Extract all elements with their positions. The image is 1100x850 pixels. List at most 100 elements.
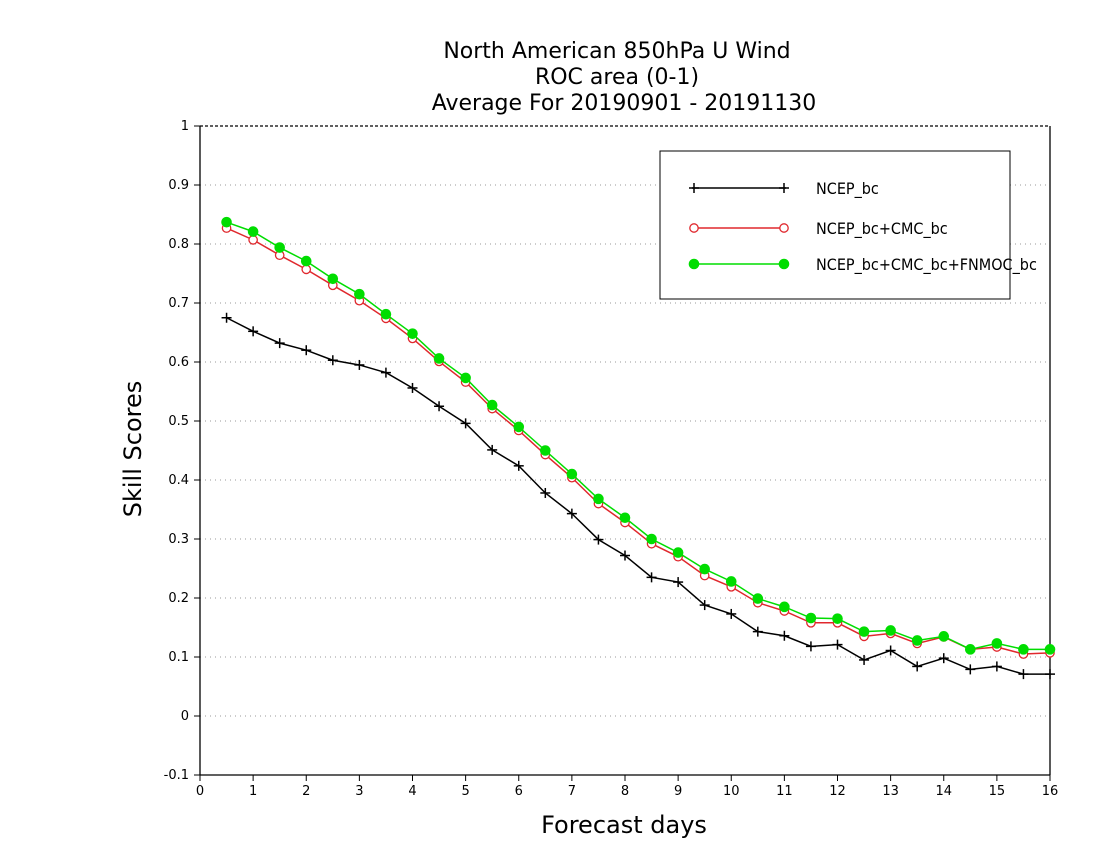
y-tick-label: -0.1 <box>164 768 189 783</box>
legend-box <box>659 150 1011 300</box>
chart-title-line-3: Average For 20190901 - 20191130 <box>432 91 817 116</box>
data-point-filled-circle <box>513 421 525 433</box>
data-point-filled-circle <box>566 468 578 480</box>
data-point-filled-circle <box>779 601 790 613</box>
legend-entry-3: NCEP_bc+CMC_bc+FNMOC_bc <box>688 255 1037 275</box>
data-point-filled-circle <box>274 242 285 253</box>
data-point-filled-circle <box>688 258 700 270</box>
data-point-plus <box>1018 669 1029 680</box>
legend-label: NCEP_bc+CMC_bc+FNMOC_bc <box>816 255 1037 275</box>
data-point-plus <box>566 508 577 519</box>
data-point-plus <box>513 460 524 471</box>
series-1 <box>221 312 1055 680</box>
series-layer <box>221 216 1056 680</box>
legend-label: NCEP_bc+CMC_bc <box>816 219 948 239</box>
legend-entry-2: NCEP_bc+CMC_bc <box>689 219 948 239</box>
chart-title-line-1: North American 850hPa U Wind <box>443 39 790 64</box>
y-tick-label: 0.9 <box>168 178 189 193</box>
x-tick-label: 8 <box>621 784 629 799</box>
data-point-filled-circle <box>540 445 551 456</box>
y-tick-label: 0 <box>181 709 189 724</box>
data-point-filled-circle <box>433 353 445 364</box>
data-point-filled-circle <box>247 226 259 237</box>
x-tick-label: 5 <box>461 784 469 799</box>
grid-lines <box>200 184 1050 717</box>
data-point-filled-circle <box>221 216 232 228</box>
data-point-open-circle <box>301 264 312 275</box>
data-point-plus <box>646 572 657 583</box>
data-point-filled-circle <box>327 273 339 285</box>
series-line <box>226 317 1050 675</box>
data-point-filled-circle <box>672 547 684 558</box>
y-tick-label: 0.4 <box>168 473 189 488</box>
data-point-plus <box>327 355 338 366</box>
data-point-filled-circle <box>486 399 498 411</box>
data-point-filled-circle <box>619 512 631 524</box>
y-tick-label: 0.7 <box>168 296 189 311</box>
data-point-plus <box>407 382 418 393</box>
data-point-open-circle <box>248 235 258 245</box>
data-point-plus <box>912 661 923 672</box>
data-point-plus <box>832 639 843 650</box>
data-point-plus <box>487 444 498 455</box>
legend: NCEP_bc NCEP_bc+CMC_bc NCEP_bc+CMC_bc+FNMO… <box>659 150 1037 300</box>
x-tick-label: 10 <box>723 784 740 799</box>
data-point-filled-circle <box>991 638 1003 649</box>
data-point-filled-circle <box>832 613 843 624</box>
data-point-filled-circle <box>805 612 817 624</box>
x-tick-label: 0 <box>196 784 204 799</box>
y-tick-label: 0.1 <box>168 650 189 665</box>
data-point-filled-circle <box>380 308 392 320</box>
data-point-open-circle <box>689 223 699 233</box>
data-point-plus <box>885 645 896 656</box>
data-point-plus <box>460 418 471 429</box>
data-point-filled-circle <box>593 493 604 505</box>
data-point-filled-circle <box>646 533 657 545</box>
data-point-plus <box>689 183 699 193</box>
x-axis-label: Forecast days <box>541 811 707 839</box>
x-tick-label: 2 <box>302 784 310 799</box>
data-point-filled-circle <box>938 631 950 642</box>
data-point-plus <box>620 550 630 561</box>
x-tick-label: 14 <box>935 784 952 799</box>
x-tick-label: 1 <box>249 784 257 799</box>
chart-title-group: North American 850hPa U Wind ROC area (0… <box>432 39 817 116</box>
data-point-plus <box>965 664 976 675</box>
data-point-filled-circle <box>858 626 870 637</box>
data-point-plus <box>354 359 365 370</box>
y-axis-label: Skill Scores <box>119 381 147 518</box>
y-tick-label: 0.2 <box>168 591 189 606</box>
data-point-filled-circle <box>778 258 790 270</box>
data-point-plus <box>593 534 604 545</box>
data-point-plus <box>726 608 737 619</box>
data-point-plus <box>991 661 1002 672</box>
data-point-filled-circle <box>300 255 312 267</box>
data-point-plus <box>938 653 949 664</box>
data-point-plus <box>301 345 312 356</box>
data-point-filled-circle <box>725 576 737 587</box>
x-tick-label: 11 <box>776 784 793 799</box>
data-point-plus <box>699 600 710 611</box>
data-point-filled-circle <box>699 563 710 575</box>
data-point-plus <box>221 312 232 323</box>
data-point-filled-circle <box>1018 644 1029 655</box>
data-point-filled-circle <box>911 635 923 646</box>
data-point-plus <box>274 338 285 349</box>
data-point-filled-circle <box>1044 644 1056 655</box>
legend-label: NCEP_bc <box>816 179 879 199</box>
x-tick-label: 3 <box>355 784 363 799</box>
chart-title-line-2: ROC area (0-1) <box>535 65 699 90</box>
data-point-plus <box>380 367 391 378</box>
data-point-plus <box>779 183 789 193</box>
series-3 <box>221 216 1056 655</box>
y-tick-label: 0.6 <box>168 355 189 370</box>
x-tick-label: 9 <box>674 784 682 799</box>
x-tick-label: 15 <box>989 784 1006 799</box>
x-tick-label: 6 <box>515 784 523 799</box>
x-tick-label: 13 <box>882 784 899 799</box>
y-tick-label: 1 <box>181 119 189 134</box>
data-point-plus <box>248 326 259 337</box>
x-tick-label: 12 <box>829 784 846 799</box>
x-tick-label: 16 <box>1042 784 1059 799</box>
